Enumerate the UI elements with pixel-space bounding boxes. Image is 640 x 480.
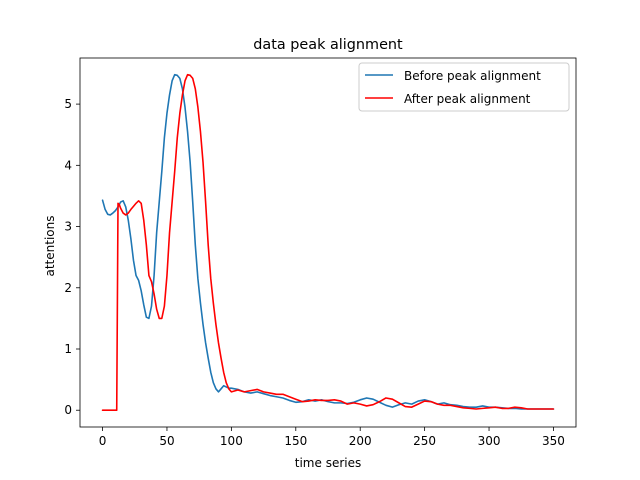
plot-area xyxy=(101,73,555,412)
axes-frame xyxy=(79,57,577,428)
x-tick-label: 300 xyxy=(478,434,501,448)
series-line-0 xyxy=(101,73,555,410)
x-tick-label: 200 xyxy=(349,434,372,448)
y-tick-label: 3 xyxy=(64,220,72,234)
series-line-1 xyxy=(101,73,555,412)
y-axis: 0 1 2 3 4 5 xyxy=(64,97,80,417)
y-tick-label: 2 xyxy=(64,281,72,295)
y-tick-label: 0 xyxy=(64,403,72,417)
chart-title: data peak alignment xyxy=(253,37,403,53)
legend-label-before: Before peak alignment xyxy=(404,69,541,83)
x-axis: 0 50 100 150 200 250 300 350 xyxy=(99,427,565,448)
x-tick-label: 0 xyxy=(99,434,107,448)
y-tick-label: 1 xyxy=(64,342,72,356)
x-tick-label: 50 xyxy=(159,434,174,448)
y-tick-label: 4 xyxy=(64,158,72,172)
x-axis-label: time series xyxy=(295,456,361,470)
y-axis-label: attentions xyxy=(43,216,57,277)
legend-label-after: After peak alignment xyxy=(404,92,531,106)
y-tick-label: 5 xyxy=(64,97,72,111)
x-tick-label: 100 xyxy=(220,434,243,448)
x-tick-label: 150 xyxy=(284,434,307,448)
legend-box xyxy=(358,62,570,112)
x-tick-label: 250 xyxy=(413,434,436,448)
legend: Before peak alignment After peak alignme… xyxy=(358,62,570,112)
x-tick-label: 350 xyxy=(542,434,565,448)
